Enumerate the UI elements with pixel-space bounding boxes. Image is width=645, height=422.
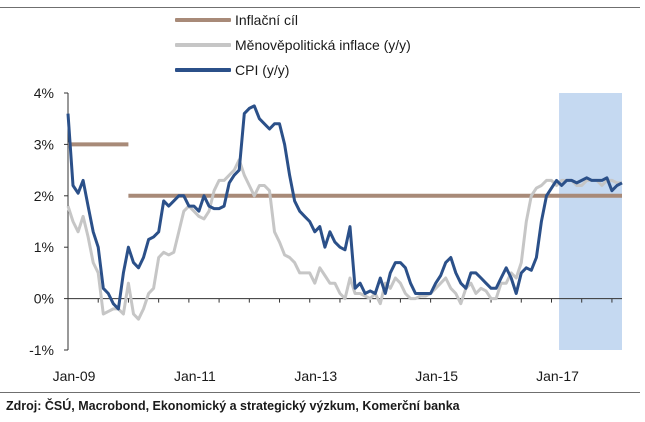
x-tick-label: Jan-09 bbox=[53, 368, 96, 384]
legend-swatch-inflation-target bbox=[175, 18, 231, 22]
legend-swatch-monetary-policy-inflation bbox=[175, 43, 231, 47]
y-tick-label: -1% bbox=[29, 342, 54, 358]
x-tick-label: Jan-17 bbox=[536, 368, 579, 384]
y-tick-label: 2% bbox=[34, 188, 54, 204]
cpi-line bbox=[66, 104, 623, 311]
y-tick-label: 0% bbox=[34, 291, 54, 307]
x-tick-label: Jan-13 bbox=[294, 368, 337, 384]
source-note: Zdroj: ČSÚ, Macrobond, Ekonomický a stra… bbox=[6, 399, 460, 413]
y-tick-label: 3% bbox=[34, 136, 54, 152]
legend-item-inflation-target: Inflační cíl bbox=[175, 10, 298, 30]
y-tick-label: 4% bbox=[34, 85, 54, 101]
legend-label-inflation-target: Inflační cíl bbox=[235, 12, 299, 28]
legend-swatch-cpi bbox=[175, 68, 231, 72]
source-rule bbox=[0, 392, 640, 393]
x-tick-label: Jan-15 bbox=[415, 368, 458, 384]
top-rule bbox=[0, 7, 640, 8]
legend-item-cpi: CPI (y/y) bbox=[175, 60, 289, 80]
legend-label-cpi: CPI (y/y) bbox=[235, 62, 290, 78]
legend-item-monetary-policy-inflation: Měnověpolitická inflace (y/y) bbox=[175, 35, 411, 55]
forecast-shading bbox=[559, 93, 622, 350]
legend-label-monetary-policy-inflation: Měnověpolitická inflace (y/y) bbox=[235, 37, 411, 53]
x-tick-label: Jan-11 bbox=[174, 368, 216, 384]
monetary-policy-inflation-line bbox=[66, 158, 622, 321]
y-tick-label: 1% bbox=[34, 239, 54, 255]
